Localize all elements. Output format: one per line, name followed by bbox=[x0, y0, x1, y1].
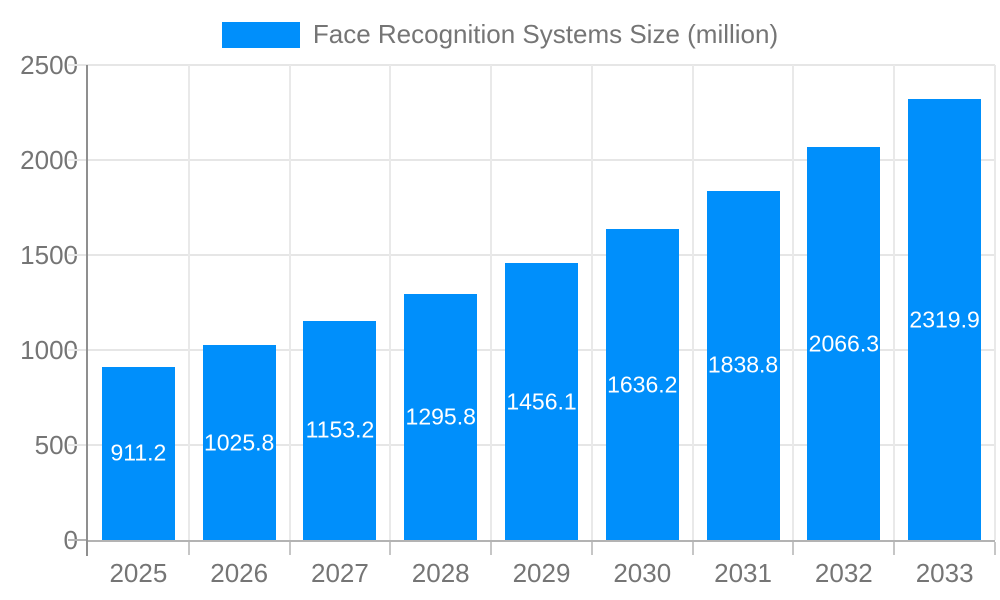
bar-value-label: 1636.2 bbox=[607, 371, 678, 398]
bar-value-label: 2319.9 bbox=[909, 306, 980, 333]
bar-2028[interactable]: 1295.8 bbox=[404, 293, 478, 540]
x-tick-mark bbox=[490, 542, 493, 555]
x-tick-label-2027: 2027 bbox=[311, 558, 369, 588]
x-tick-mark bbox=[792, 542, 795, 555]
x-tick-label-2031: 2031 bbox=[714, 558, 772, 588]
gridline-vertical bbox=[893, 65, 896, 540]
bar-value-label: 911.2 bbox=[110, 439, 167, 466]
gridline-vertical bbox=[590, 65, 593, 540]
gridline-vertical bbox=[389, 65, 392, 540]
gridline-vertical bbox=[187, 65, 190, 540]
y-tick-mark bbox=[68, 444, 88, 446]
gridline-horizontal bbox=[88, 64, 995, 66]
bar-2030[interactable]: 1636.2 bbox=[605, 229, 679, 540]
bar-value-label: 1025.8 bbox=[203, 429, 275, 456]
x-tick-label-2026: 2026 bbox=[210, 558, 269, 588]
x-tick-mark bbox=[893, 542, 896, 555]
y-tick-mark bbox=[68, 254, 88, 256]
gridline-horizontal bbox=[88, 254, 995, 256]
x-tick-mark bbox=[994, 542, 996, 555]
bar-2027[interactable]: 1153.2 bbox=[303, 320, 377, 540]
x-tick-label-2029: 2029 bbox=[512, 558, 571, 588]
gridline-vertical bbox=[994, 65, 996, 540]
bar-value-label: 2066.3 bbox=[808, 330, 880, 357]
y-tick-mark bbox=[68, 349, 88, 351]
x-tick-mark bbox=[187, 542, 190, 555]
bar-value-label: 1153.2 bbox=[305, 416, 375, 443]
x-tick-mark bbox=[389, 542, 392, 555]
bar-2033[interactable]: 2319.9 bbox=[908, 99, 982, 540]
bar-value-label: 1295.8 bbox=[405, 403, 476, 430]
gridline-vertical bbox=[792, 65, 795, 540]
legend-swatch-icon bbox=[221, 21, 300, 48]
y-tick-mark bbox=[68, 539, 88, 541]
x-tick-label-2028: 2028 bbox=[411, 558, 470, 588]
bar-2025[interactable]: 911.2 bbox=[101, 366, 175, 540]
bar-value-label: 1838.8 bbox=[707, 351, 779, 378]
x-tick-mark bbox=[691, 542, 694, 555]
y-tick-mark bbox=[68, 64, 88, 66]
gridline-vertical bbox=[490, 65, 493, 540]
bar-2032[interactable]: 2066.3 bbox=[807, 147, 881, 540]
x-tick-label-2032: 2032 bbox=[814, 558, 873, 588]
x-tick-label-2030: 2030 bbox=[613, 558, 672, 588]
x-tick-mark bbox=[288, 542, 291, 555]
legend[interactable]: Face Recognition Systems Size (million) bbox=[0, 19, 1000, 50]
bar-2031[interactable]: 1838.8 bbox=[706, 190, 780, 540]
y-tick-mark bbox=[68, 159, 88, 161]
gridline-horizontal bbox=[88, 159, 995, 161]
y-axis-line bbox=[86, 65, 88, 556]
plot-area: 911.2 1025.8 1153.2 1295.8 1456.1 1636.2 1838.… bbox=[86, 64, 996, 556]
x-tick-label-2033: 2033 bbox=[915, 558, 974, 588]
bar-value-label: 1456.1 bbox=[506, 388, 577, 415]
bar-2029[interactable]: 1456.1 bbox=[505, 263, 578, 540]
bar-2026[interactable]: 1025.8 bbox=[202, 345, 276, 540]
gridline-vertical bbox=[288, 65, 291, 540]
x-tick-label-2025: 2025 bbox=[109, 558, 168, 588]
legend-label: Face Recognition Systems Size (million) bbox=[312, 19, 779, 49]
x-tick-mark bbox=[590, 542, 593, 555]
gridline-vertical bbox=[691, 65, 694, 540]
